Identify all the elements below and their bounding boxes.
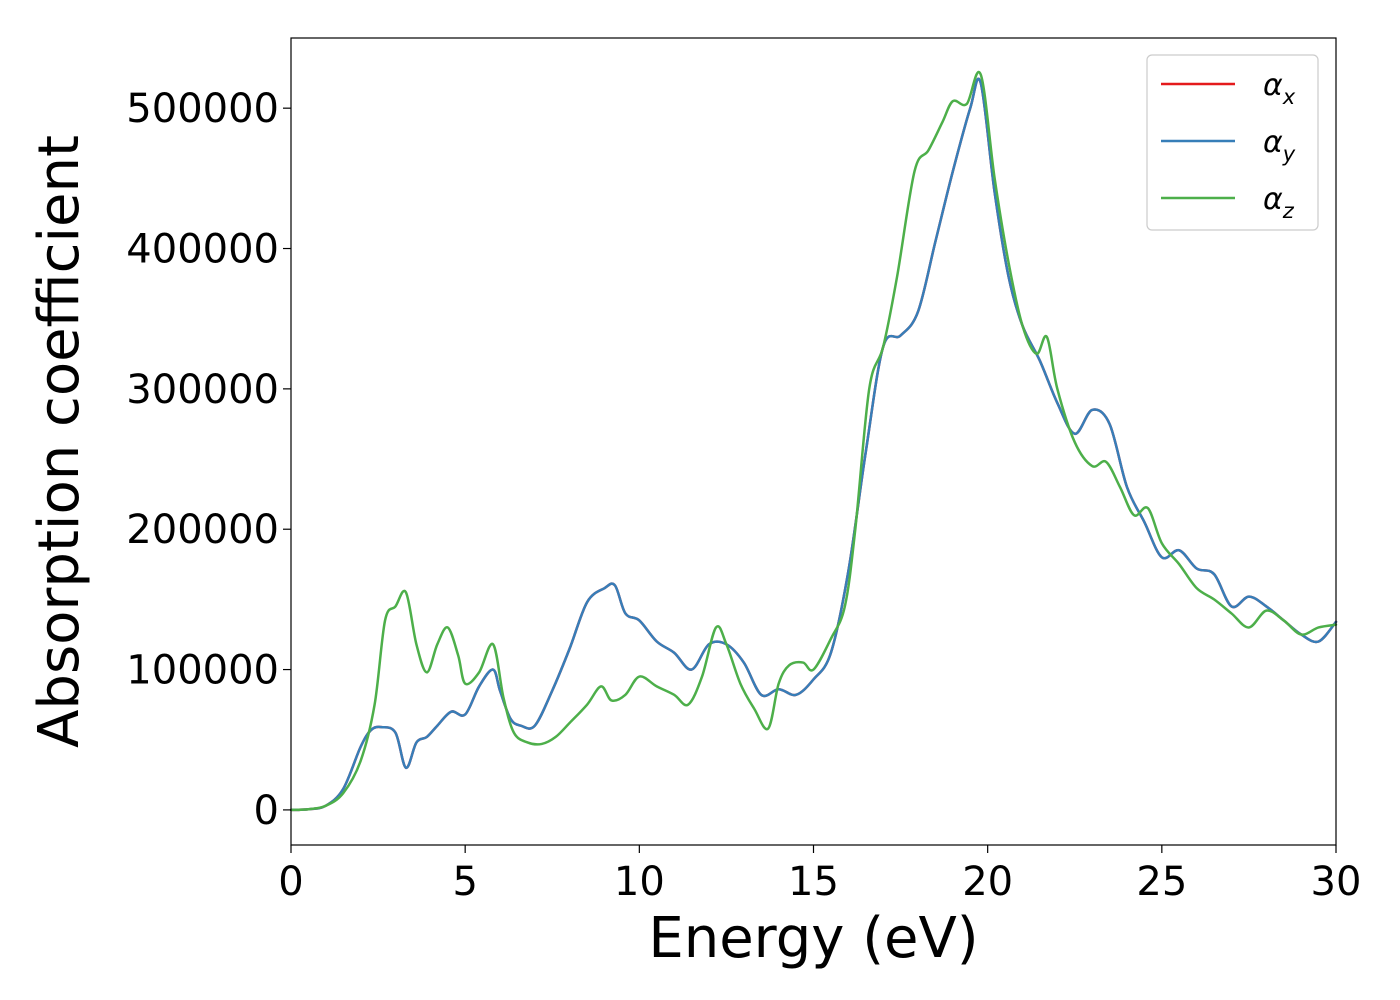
y-tick-label: 100000: [126, 648, 279, 694]
y-tick-label: 500000: [126, 86, 279, 132]
legend-label-z: αz: [1263, 182, 1295, 223]
legend-label-x: αx: [1263, 68, 1296, 109]
x-axis-ticks: 0 5 10 15 20 25 30: [278, 845, 1361, 905]
x-tick-label: 25: [1136, 859, 1187, 905]
x-tick-label: 10: [614, 859, 665, 905]
x-tick-label: 5: [452, 859, 477, 905]
y-tick-label: 0: [254, 788, 279, 834]
y-axis-label: Absorption coefficient: [27, 135, 92, 748]
x-tick-label: 15: [788, 859, 839, 905]
y-axis-ticks: 0 100000 200000 300000 400000 500000: [126, 86, 291, 834]
y-tick-label: 300000: [126, 367, 279, 413]
series-line-z: [289, 70, 1338, 812]
legend-box: [1146, 54, 1319, 231]
y-tick-label: 200000: [126, 507, 279, 553]
series-line-y: [289, 77, 1338, 812]
y-tick-label: 400000: [126, 227, 279, 273]
x-axis-label: Energy (eV): [648, 906, 978, 971]
series-layer: [289, 70, 1338, 812]
x-tick-label: 30: [1311, 859, 1362, 905]
legend-label-y: αy: [1263, 125, 1296, 166]
legend: αx αy αz: [1146, 54, 1319, 231]
x-tick-label: 0: [278, 859, 303, 905]
x-tick-label: 20: [962, 859, 1013, 905]
